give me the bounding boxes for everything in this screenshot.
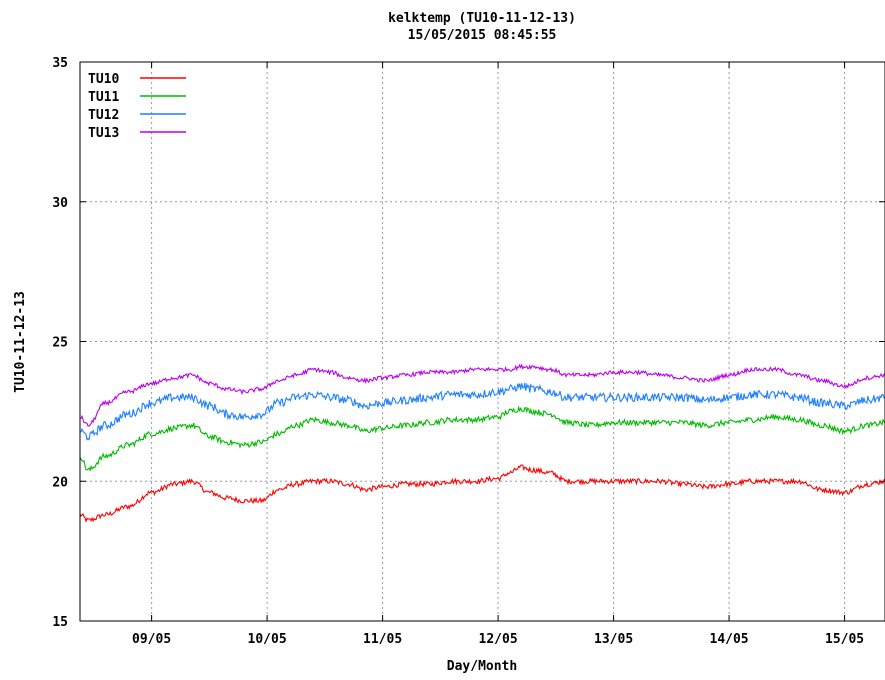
- legend-label-tu13: TU13: [88, 126, 119, 141]
- chart-subtitle: 15/05/2015 08:45:55: [408, 28, 557, 43]
- y-axis-label: TU10-11-12-13: [13, 291, 28, 393]
- y-tick-label: 15: [52, 615, 68, 630]
- x-tick-labels: 09/05 10/05 11/05 12/05 13/05 14/05 15/05: [132, 632, 864, 647]
- legend-label-tu10: TU10: [88, 72, 119, 87]
- legend: TU10 TU11 TU12 TU13: [88, 72, 186, 141]
- y-tick-label: 25: [52, 336, 68, 351]
- series-line-tu11: [79, 405, 885, 472]
- series-line-tu12: [79, 382, 885, 441]
- y-tick-labels: 15 20 25 30 35: [52, 56, 68, 630]
- x-tick-label: 10/05: [248, 632, 287, 647]
- y-tick-label: 30: [52, 196, 68, 211]
- plot-area-frame: [79, 61, 885, 622]
- x-tick-label: 13/05: [594, 632, 633, 647]
- x-tick-label: 14/05: [710, 632, 749, 647]
- series-line-tu10: [79, 464, 885, 524]
- x-tick-label: 09/05: [132, 632, 171, 647]
- y-tick-label: 20: [52, 475, 68, 490]
- series-lines: [79, 363, 885, 524]
- series-line-tu13: [79, 363, 885, 427]
- x-tick-label: 12/05: [479, 632, 518, 647]
- x-tick-label: 11/05: [363, 632, 402, 647]
- x-axis-label: Day/Month: [447, 659, 517, 674]
- legend-label-tu11: TU11: [88, 90, 119, 105]
- y-tick-label: 35: [52, 56, 68, 71]
- grid-lines: [80, 62, 885, 621]
- legend-label-tu12: TU12: [88, 108, 119, 123]
- x-tick-label: 15/05: [825, 632, 864, 647]
- chart-title: kelktemp (TU10-11-12-13): [388, 11, 576, 26]
